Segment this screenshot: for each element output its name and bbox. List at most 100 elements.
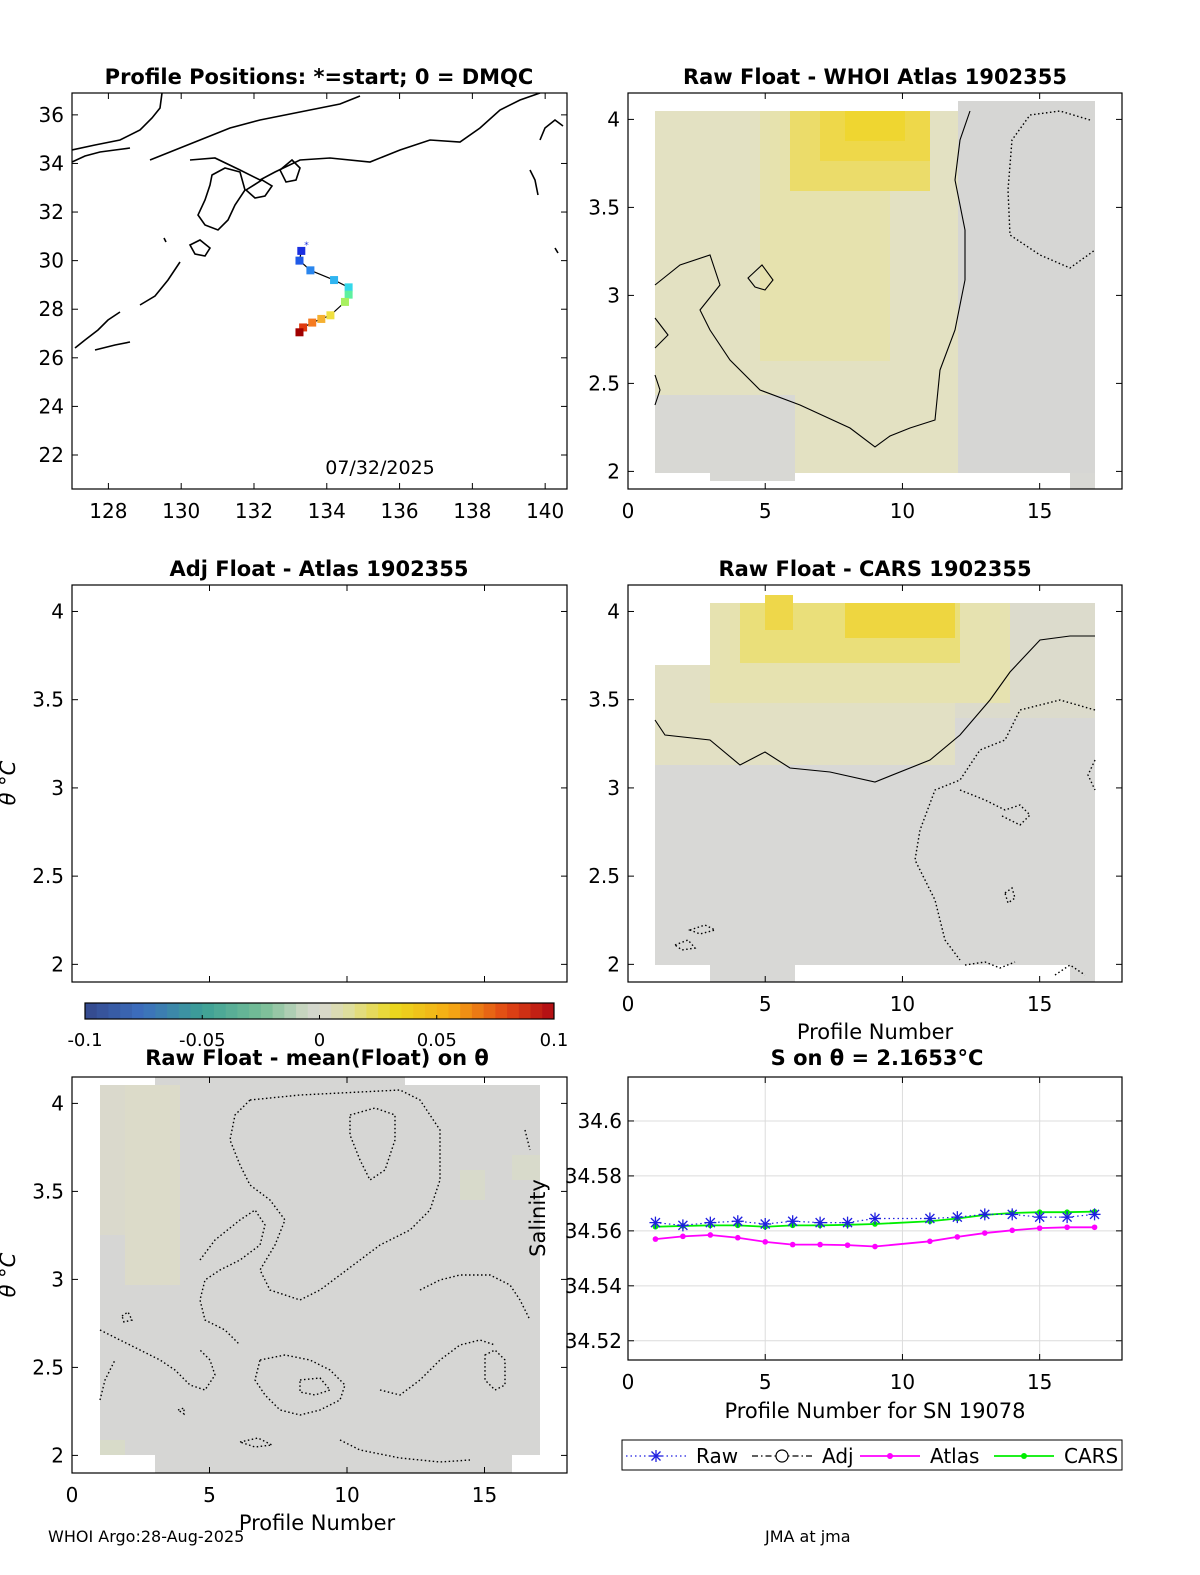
colorbar-cell — [272, 1003, 285, 1019]
series-line-raw — [655, 1213, 1095, 1226]
track-point — [344, 283, 353, 292]
colorbar-tick-label: 0 — [314, 1030, 325, 1051]
adj-atlas-axes-box — [71, 584, 568, 983]
track-point — [299, 323, 308, 332]
point-atlas — [1009, 1227, 1016, 1234]
point-raw — [1061, 1211, 1074, 1224]
point-raw — [951, 1211, 964, 1224]
map-title: Profile Positions: *=start; 0 = DMQC — [105, 65, 534, 89]
colorbar-cell — [342, 1003, 356, 1019]
point-atlas — [954, 1234, 961, 1240]
point-atlas — [1036, 1225, 1043, 1231]
colorbar-cell — [448, 1003, 461, 1019]
y-tick-label: 34.6 — [577, 1109, 622, 1133]
legend-item-raw: Raw — [626, 1444, 738, 1468]
colorbar-tick-label: -0.1 — [67, 1030, 102, 1051]
colorbar-cell — [483, 1003, 496, 1019]
point-raw — [731, 1215, 744, 1228]
y-tick-label: 3 — [607, 776, 620, 800]
raw-mean-axes-box — [71, 1076, 568, 1474]
coastline — [72, 93, 564, 351]
track-point — [330, 276, 339, 285]
point-atlas — [817, 1241, 823, 1248]
colorbar-cell — [436, 1003, 449, 1019]
raw-cars-panel: Raw Float - CARS 1902355 0 5 10 15 2 2.5 3 3.5… — [588, 557, 1123, 1044]
raw-mean-title: Raw Float - mean(Float) on θ — [145, 1046, 489, 1070]
map-y-ticks: 22 24 26 28 30 32 34 36 — [39, 103, 567, 467]
x-tick-label: 15 — [1027, 499, 1052, 523]
point-raw — [786, 1215, 799, 1228]
y-tick-label: 36 — [39, 103, 64, 127]
colorbar-ticks: -0.1 -0.05 0 0.05 0.1 — [67, 1015, 568, 1051]
salinity-panel: S on θ = 2.1653°C 0 5 10 15 34.52 34.54 34.56… — [526, 1046, 1123, 1471]
raw-cars-xlabel: Profile Number — [797, 1020, 954, 1044]
y-tick-label: 2.5 — [588, 371, 620, 395]
colorbar-cell — [366, 1003, 379, 1019]
colorbar-cell — [296, 1003, 309, 1019]
legend-item-adj: Adj — [752, 1444, 854, 1468]
y-tick-label: 4 — [51, 1091, 64, 1115]
salinity-legend: Raw Adj Atlas CARS — [621, 1439, 1123, 1471]
y-tick-label: 4 — [607, 107, 620, 131]
x-tick-label: 130 — [162, 499, 200, 523]
legend-label: Atlas — [930, 1444, 979, 1468]
colorbar: -0.1 -0.05 0 0.05 0.1 — [67, 1002, 568, 1051]
y-tick-label: 2.5 — [32, 864, 64, 888]
colorbar-cell — [378, 1003, 391, 1019]
colorbar-cell — [331, 1003, 344, 1019]
colorbar-tick-label: 0.05 — [417, 1030, 457, 1051]
track-point — [326, 311, 335, 320]
point-raw — [869, 1212, 881, 1225]
colorbar-cell — [307, 1003, 320, 1019]
y-tick-label: 3 — [51, 776, 64, 800]
map-panel: Profile Positions: *=start; 0 = DMQC * 0… — [39, 65, 568, 523]
colorbar-cell — [202, 1003, 215, 1019]
colorbar-cell — [471, 1003, 485, 1019]
y-tick-label: 2.5 — [32, 1355, 64, 1379]
colorbar-cell — [354, 1003, 367, 1019]
point-atlas — [734, 1234, 741, 1241]
colorbar-cell — [96, 1003, 109, 1019]
raw-mean-panel: Raw Float - mean(Float) on θ — [0, 1046, 568, 1535]
x-tick-label: 10 — [890, 1370, 915, 1394]
colorbar-cell — [167, 1003, 180, 1019]
colorbar-cell — [213, 1003, 227, 1019]
raw-atlas-title: Raw Float - WHOI Atlas 1902355 — [683, 65, 1067, 89]
x-tick-label: 0 — [66, 1483, 79, 1507]
adj-atlas-y-ticks: 2 2.5 3 3.5 4 — [32, 599, 567, 976]
colorbar-cell — [131, 1003, 145, 1019]
y-tick-label: 34.54 — [565, 1274, 622, 1298]
raw-mean-xlabel: Profile Number — [239, 1511, 396, 1535]
point-atlas — [680, 1233, 686, 1240]
point-atlas — [762, 1239, 769, 1245]
colorbar-cell — [120, 1003, 133, 1019]
raw-atlas-panel: Raw Float - WHOI Atlas 1902355 0 5 10 15 22… — [588, 65, 1123, 523]
point-atlas — [1091, 1224, 1098, 1231]
salinity-series — [649, 1208, 1101, 1250]
colorbar-cell — [155, 1003, 168, 1019]
x-tick-label: 5 — [759, 499, 772, 523]
salinity-title: S on θ = 2.1653°C — [771, 1046, 984, 1070]
colorbar-cell — [190, 1003, 203, 1019]
colorbar-cell — [460, 1003, 473, 1019]
x-tick-label: 136 — [380, 499, 418, 523]
x-tick-label: 0 — [622, 1370, 635, 1394]
y-tick-label: 34 — [39, 151, 64, 175]
x-tick-label: 15 — [472, 1483, 497, 1507]
x-tick-label: 134 — [308, 499, 346, 523]
x-tick-label: 0 — [622, 499, 635, 523]
raw-cars-x-ticks: 0 5 10 15 — [622, 585, 1052, 1016]
map-axes-box — [71, 92, 568, 490]
colorbar-cell — [413, 1003, 426, 1019]
point-raw — [759, 1217, 772, 1230]
y-tick-label: 28 — [39, 297, 64, 321]
legend-item-atlas: Atlas — [860, 1444, 979, 1468]
colorbar-cell — [542, 1003, 555, 1019]
x-tick-label: 138 — [453, 499, 491, 523]
x-tick-label: 132 — [235, 499, 273, 523]
colorbar-cell — [260, 1003, 274, 1019]
legend-label: Raw — [696, 1444, 738, 1468]
track-point — [295, 328, 304, 337]
colorbar-cell — [225, 1003, 238, 1019]
